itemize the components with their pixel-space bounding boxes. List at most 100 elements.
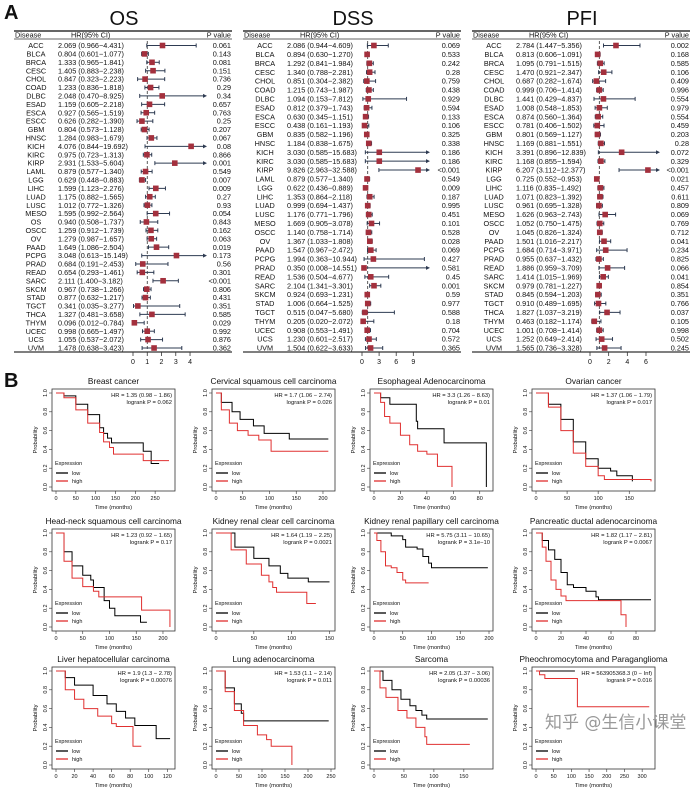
hazard-ratio: HR = 1.7 (1.06 − 2.74) [274,393,332,399]
disease-name: ESAD [26,100,46,109]
p-value: 0.998 [671,326,689,335]
forest-row: PRAD 0.350 (0.008−14.551) 0.581 [255,264,460,273]
p-value: 0.459 [671,121,689,130]
hr-marker [147,84,154,91]
forest-row: UCEC 1.001 (0.708−1.414) 0.998 [484,326,689,335]
x-axis-label: Time (months) [575,645,612,651]
forest-row: KIRP 6.207 (3.112−12.377) <0.001 [485,166,689,175]
y-axis-label: Probability [513,566,519,593]
hr-marker [597,60,604,67]
hr-ci: 0.847 (0.323−2.223) [58,75,124,84]
hr-marker [159,42,166,49]
disease-name: THYM [255,317,276,326]
disease-name: CESC [26,66,46,75]
hr-marker [152,185,159,192]
hr-marker [148,227,154,234]
y-tick-label: 0.2 [361,604,367,612]
hr-marker [139,269,146,276]
disease-name: PRAD [26,260,46,269]
hr-ci: 1.279 (0.987−1.657) [58,234,124,243]
x-tick-label: 50 [401,774,407,780]
hr-marker [143,286,150,292]
hr-marker [596,256,602,262]
disease-name: KICH [27,142,44,151]
x-tick-label: 100 [427,636,436,642]
y-tick-label: 0.8 [361,548,367,556]
forest-row: CHOL 0.847 (0.323−2.223) 0.736 [26,75,231,84]
hr-marker [366,69,373,75]
y-tick-label: 0.6 [203,567,209,575]
forest-row: OSCC 1.052 (0.750−1.475) 0.769 [483,219,689,228]
x-tick-label: 80 [477,496,483,502]
plot-box [211,528,336,632]
x-tick-label: 2 [607,359,611,366]
p-value: 0.29 [217,83,231,92]
forest-row: UVM 1.565 (0.736−3.328) 0.245 [486,344,689,353]
x-tick-label: 150 [459,774,468,780]
forest-row: PCPG 1.994 (0.363−10.944) 0.427 [255,255,460,264]
disease-name: LUSC [484,201,503,210]
disease-name: CESC [484,68,504,77]
legend-title: Expression [215,461,242,467]
hr-marker [594,131,601,138]
disease-name: STAD [256,299,275,308]
disease-name: UCEC [255,326,276,335]
x-tick-label: 200 [318,496,327,502]
km-curve-low [374,670,488,720]
legend-label-low: low [390,611,398,617]
hr-ci: 0.813 (0.606−1.091) [516,50,582,59]
hr-ci: 0.801 (0.569−1.127) [516,130,582,139]
forest-row: KICH 3.030 (0.585−15.683) 0.186 [256,148,460,157]
hr-marker [367,274,374,280]
p-value: 0.069 [442,246,460,255]
forest-row: ESAD 0.812 (0.379−1.743) 0.594 [255,103,460,112]
km-title: Cervical squamous cell carcinoma [211,376,337,386]
y-tick-label: 0.6 [43,427,49,435]
p-value: 0.019 [213,243,231,252]
hr-marker [141,51,148,57]
y-tick-label: 0.8 [43,408,49,416]
x-tick-label: 200 [303,774,312,780]
p-value: 0.162 [213,226,231,235]
hr-ci: 0.924 (0.693−1.231) [287,290,353,299]
p-value: 0.866 [213,150,231,159]
hr-ci: 3.048 (0.613−15.149) [58,251,128,260]
hr-marker [601,238,607,245]
disease-name: STAD [27,293,46,302]
km-curve-low [56,532,147,623]
forest-row: OV 1.279 (0.987−1.657) 0.063 [31,234,231,243]
y-tick-label: 0.8 [523,408,529,416]
p-value: 0.876 [213,335,231,344]
legend-title: Expression [535,739,562,745]
forest-row: ESCA 0.630 (0.345−1.151) 0.133 [255,112,460,121]
hr-ci: 1.327 (0.481−3.658) [58,310,124,319]
hr-ci: 1.284 (0.983−1.679) [58,134,124,143]
forest-row: GBM 0.804 (0.573−1.128) 0.207 [28,125,231,134]
y-tick-label: 0.4 [361,724,367,732]
km-curve-high [216,670,293,765]
legend-label-high: high [232,479,242,485]
plot-box [369,666,494,770]
y-tick-label: 1.0 [523,389,529,397]
hr-ci: 0.975 (0.723−1.313) [58,150,124,159]
hr-ci: 0.927 (0.565−1.519) [58,108,124,117]
forest-row: LGG 0.629 (0.448−0.883) 0.007 [28,176,231,185]
forest-row: DLBC 2.048 (0.470−8.925) 0.34 [26,92,231,101]
forest-row: BRCA 1.333 (0.965−1.841) 0.081 [26,58,231,67]
legend-label-high: high [552,479,562,485]
p-value: 0.301 [213,268,231,277]
hr-ci: 1.669 (0.905−3.078) [287,219,353,228]
x-tick-label: 100 [257,774,266,780]
forest-row: THYM 0.463 (0.182−1.174) 0.105 [484,317,689,326]
y-tick-label: 0.0 [43,623,49,631]
logrank-p: logrank P = 0.00036 [438,678,490,684]
legend-label-low: low [72,471,80,477]
hr-ci: 0.350 (0.008−14.551) [287,264,357,273]
x-tick-label: 150 [111,496,120,502]
ci-arrow-icon [426,159,430,164]
km-title: Liver hepatocellular carcinoma [57,654,170,664]
y-tick-label: 0.2 [523,464,529,472]
hr-marker [139,118,145,124]
y-tick-label: 1.0 [361,389,367,397]
forest-row: KIRP 2.931 (1.533−5.604) 0.001 [27,159,231,168]
